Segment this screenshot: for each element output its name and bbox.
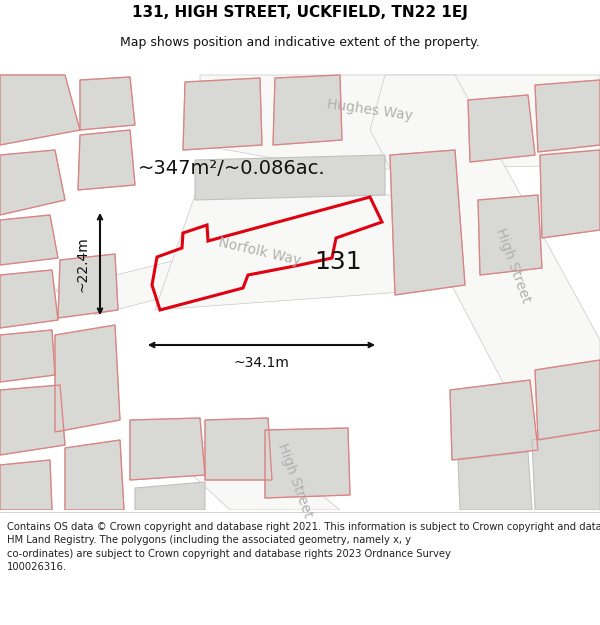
Polygon shape bbox=[265, 428, 350, 498]
Polygon shape bbox=[0, 215, 58, 265]
Polygon shape bbox=[478, 195, 542, 275]
Polygon shape bbox=[200, 75, 600, 170]
Polygon shape bbox=[0, 330, 55, 382]
Text: ~347m²/~0.086ac.: ~347m²/~0.086ac. bbox=[138, 159, 326, 177]
Polygon shape bbox=[65, 440, 124, 510]
Polygon shape bbox=[58, 254, 118, 318]
Text: High Street: High Street bbox=[275, 441, 315, 519]
Polygon shape bbox=[0, 460, 52, 510]
Polygon shape bbox=[540, 150, 600, 238]
Text: Map shows position and indicative extent of the property.: Map shows position and indicative extent… bbox=[120, 36, 480, 49]
Polygon shape bbox=[55, 195, 490, 315]
Text: Norfolk Way: Norfolk Way bbox=[217, 236, 302, 268]
Text: 131: 131 bbox=[314, 250, 362, 274]
Polygon shape bbox=[532, 430, 600, 510]
Polygon shape bbox=[80, 77, 135, 130]
Polygon shape bbox=[390, 150, 465, 295]
Polygon shape bbox=[0, 150, 65, 215]
Polygon shape bbox=[78, 130, 135, 190]
Polygon shape bbox=[370, 75, 600, 415]
Text: ~34.1m: ~34.1m bbox=[233, 356, 289, 370]
Polygon shape bbox=[135, 482, 205, 510]
Polygon shape bbox=[205, 418, 272, 480]
Polygon shape bbox=[458, 452, 532, 510]
Text: ~22.4m: ~22.4m bbox=[75, 236, 89, 292]
Polygon shape bbox=[535, 360, 600, 440]
Polygon shape bbox=[183, 78, 262, 150]
Polygon shape bbox=[273, 75, 342, 145]
Polygon shape bbox=[0, 75, 80, 145]
Polygon shape bbox=[0, 270, 58, 328]
Text: Contains OS data © Crown copyright and database right 2021. This information is : Contains OS data © Crown copyright and d… bbox=[7, 521, 600, 572]
Text: High Street: High Street bbox=[493, 226, 533, 304]
Polygon shape bbox=[0, 385, 65, 455]
Polygon shape bbox=[155, 195, 430, 310]
Polygon shape bbox=[195, 155, 385, 200]
Polygon shape bbox=[160, 440, 340, 510]
Polygon shape bbox=[55, 325, 120, 432]
Text: 131, HIGH STREET, UCKFIELD, TN22 1EJ: 131, HIGH STREET, UCKFIELD, TN22 1EJ bbox=[132, 4, 468, 19]
Polygon shape bbox=[450, 380, 538, 460]
Polygon shape bbox=[535, 80, 600, 152]
Polygon shape bbox=[468, 95, 535, 162]
Text: Hughes Way: Hughes Way bbox=[326, 97, 414, 123]
Polygon shape bbox=[130, 418, 205, 480]
